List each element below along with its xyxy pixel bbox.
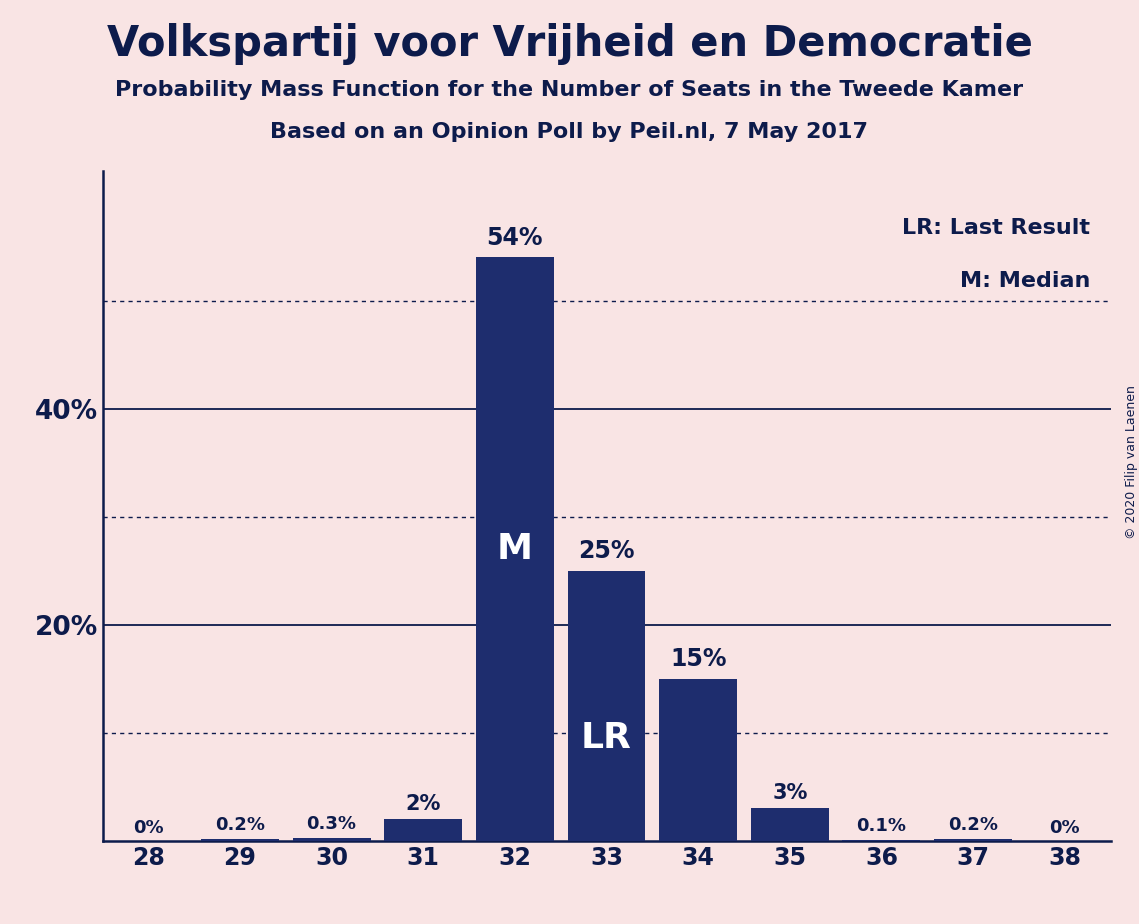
Text: 0.1%: 0.1% [857,818,907,835]
Text: 0.2%: 0.2% [948,817,998,834]
Text: 0%: 0% [133,819,164,836]
Text: 0%: 0% [1049,819,1080,836]
Text: LR: Last Result: LR: Last Result [902,218,1090,237]
Text: 54%: 54% [486,225,543,249]
Bar [200,839,279,841]
Bar [293,837,370,841]
Text: M: M [497,532,533,566]
Text: 0.2%: 0.2% [215,817,265,834]
Text: © 2020 Filip van Laenen: © 2020 Filip van Laenen [1124,385,1138,539]
Bar [567,571,646,841]
Bar [384,820,462,841]
Text: Probability Mass Function for the Number of Seats in the Tweede Kamer: Probability Mass Function for the Number… [115,80,1024,101]
Bar [843,840,920,841]
Bar [751,808,829,841]
Text: M: Median: M: Median [960,272,1090,291]
Text: Based on an Opinion Poll by Peil.nl, 7 May 2017: Based on an Opinion Poll by Peil.nl, 7 M… [270,122,869,142]
Text: 3%: 3% [772,783,808,803]
Text: 25%: 25% [579,540,634,563]
Text: LR: LR [581,722,632,755]
Bar [476,258,554,841]
Bar [934,839,1013,841]
Text: 15%: 15% [670,647,727,671]
Text: Volkspartij voor Vrijheid en Democratie: Volkspartij voor Vrijheid en Democratie [107,23,1032,65]
Text: 2%: 2% [405,794,441,814]
Text: 0.3%: 0.3% [306,815,357,833]
Bar [659,679,737,841]
